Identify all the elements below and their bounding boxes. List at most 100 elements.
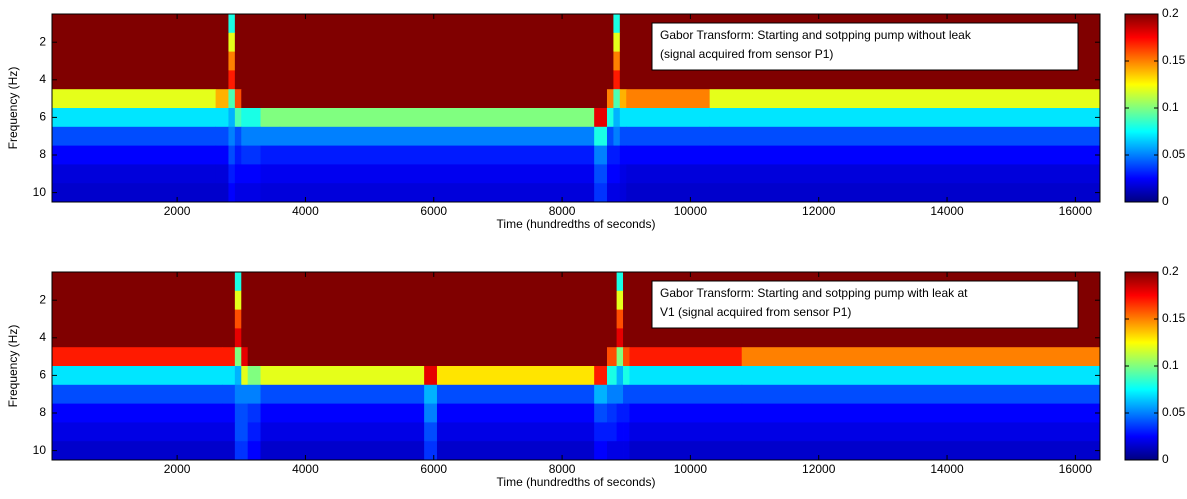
heat-cell bbox=[279, 126, 595, 146]
y-tick-label: 8 bbox=[39, 405, 46, 419]
heat-cell bbox=[741, 403, 1101, 423]
x-tick-label: 14000 bbox=[930, 462, 964, 476]
heat-cell bbox=[260, 70, 281, 90]
heat-cell bbox=[247, 441, 261, 461]
heat-cell bbox=[234, 309, 242, 329]
heat-cell bbox=[594, 366, 608, 386]
heat-cell bbox=[594, 126, 608, 146]
heat-cell bbox=[613, 89, 621, 109]
heat-cell bbox=[613, 108, 621, 128]
heat-cell bbox=[260, 89, 281, 109]
heat-cell bbox=[616, 422, 624, 442]
heat-cell bbox=[594, 290, 608, 310]
heat-cell bbox=[606, 441, 618, 461]
heat-cell bbox=[222, 441, 236, 461]
heat-cell bbox=[709, 126, 1101, 146]
heat-cell bbox=[629, 328, 743, 348]
heat-cell bbox=[709, 164, 1101, 184]
x-tick-label: 6000 bbox=[420, 462, 447, 476]
x-tick-label: 16000 bbox=[1059, 204, 1093, 218]
heat-cell bbox=[215, 108, 229, 128]
heat-cell bbox=[52, 51, 217, 71]
heat-cell bbox=[616, 309, 624, 329]
heat-cell bbox=[279, 14, 595, 34]
heat-cell bbox=[215, 14, 229, 34]
heat-cell bbox=[247, 309, 261, 329]
x-tick-label: 14000 bbox=[930, 204, 964, 218]
heat-cell bbox=[279, 51, 595, 71]
heat-cell bbox=[260, 309, 425, 329]
heat-cell bbox=[279, 164, 595, 184]
heat-cell bbox=[241, 51, 261, 71]
heat-cell bbox=[613, 70, 621, 90]
colorbar-tick-label: 0 bbox=[1162, 194, 1169, 208]
heat-cell bbox=[52, 70, 217, 90]
heat-cell bbox=[241, 89, 261, 109]
heat-cell bbox=[52, 403, 223, 423]
heat-cell bbox=[594, 441, 608, 461]
heat-cell bbox=[241, 164, 261, 184]
heat-cell bbox=[623, 403, 630, 423]
heat-cell bbox=[234, 164, 242, 184]
heat-cell bbox=[623, 441, 630, 461]
heat-cell bbox=[241, 108, 261, 128]
annotation: V1 (signal acquired from sensor P1) bbox=[660, 305, 851, 319]
heat-cell bbox=[241, 290, 249, 310]
heat-cell bbox=[616, 272, 624, 292]
heat-cell bbox=[623, 422, 630, 442]
heat-cell bbox=[594, 145, 608, 165]
annotation: (signal acquired from sensor P1) bbox=[660, 47, 833, 61]
heat-cell bbox=[436, 366, 595, 386]
heat-cell bbox=[606, 32, 614, 52]
heat-cell bbox=[626, 145, 711, 165]
heat-cell bbox=[619, 70, 627, 90]
heat-cell bbox=[594, 108, 608, 128]
heat-cell bbox=[436, 272, 595, 292]
heat-cell bbox=[260, 32, 281, 52]
heat-cell bbox=[606, 422, 618, 442]
y-tick-label: 2 bbox=[39, 292, 46, 306]
heat-cell bbox=[626, 164, 711, 184]
x-tick-label: 4000 bbox=[292, 462, 319, 476]
heat-cell bbox=[241, 366, 249, 386]
heat-cell bbox=[741, 347, 1101, 367]
heat-cell bbox=[594, 51, 608, 71]
heat-cell bbox=[741, 441, 1101, 461]
heat-cell bbox=[234, 403, 242, 423]
heat-cell bbox=[222, 309, 236, 329]
heat-cell bbox=[424, 309, 438, 329]
heat-cell bbox=[606, 183, 614, 203]
heat-cell bbox=[606, 145, 614, 165]
heat-cell bbox=[594, 164, 608, 184]
heat-cell bbox=[623, 309, 630, 329]
heat-cell bbox=[52, 164, 217, 184]
heat-cell bbox=[279, 183, 595, 203]
heat-cell bbox=[623, 328, 630, 348]
heat-cell bbox=[215, 89, 229, 109]
heat-cell bbox=[228, 183, 236, 203]
heat-cell bbox=[594, 32, 608, 52]
heat-cell bbox=[241, 183, 261, 203]
heat-cell bbox=[629, 347, 743, 367]
heat-cell bbox=[241, 145, 261, 165]
y-tick-label: 4 bbox=[39, 72, 46, 86]
heat-cell bbox=[594, 183, 608, 203]
heat-cell bbox=[629, 366, 743, 386]
heat-cell bbox=[629, 441, 743, 461]
colorbar-tick-label: 0.1 bbox=[1162, 100, 1179, 114]
heat-cell bbox=[228, 126, 236, 146]
heat-cell bbox=[619, 145, 627, 165]
heat-cell bbox=[619, 126, 627, 146]
heat-cell bbox=[52, 272, 223, 292]
heat-cell bbox=[436, 384, 595, 404]
y-axis-label: Frequency (Hz) bbox=[6, 325, 20, 408]
colorbar-tick-label: 0.2 bbox=[1162, 6, 1179, 20]
heat-cell bbox=[241, 347, 249, 367]
heat-cell bbox=[52, 347, 223, 367]
heat-cell bbox=[260, 108, 281, 128]
colorbar bbox=[1124, 13, 1159, 203]
x-tick-label: 12000 bbox=[802, 462, 836, 476]
heat-cell bbox=[616, 290, 624, 310]
heat-cell bbox=[616, 403, 624, 423]
heat-cell bbox=[619, 14, 627, 34]
